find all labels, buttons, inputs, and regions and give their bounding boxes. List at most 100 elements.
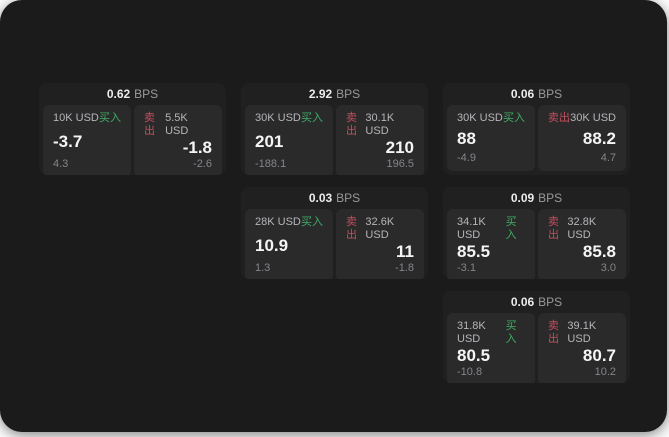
quote-card: 2.92 BPS 30K USD 买入 201 -188.1 卖出 30.1K … xyxy=(241,83,428,175)
card-header: 0.09 BPS xyxy=(443,187,630,209)
card-header: 2.92 BPS xyxy=(241,83,428,105)
sell-price: 85.8 xyxy=(582,242,616,261)
sell-price: 80.7 xyxy=(582,346,616,365)
sell-tile-header: 卖出 32.6K USD xyxy=(346,216,414,242)
sell-tile-header: 卖出 5.5K USD xyxy=(144,112,212,138)
sell-delta: -1.8 xyxy=(395,262,414,274)
quote-panels: 30K USD 买入 201 -188.1 卖出 30.1K USD 210 1… xyxy=(241,105,428,175)
quote-panels: 30K USD 买入 88 -4.9 卖出 30K USD 88.2 4.7 xyxy=(443,105,630,175)
buy-amount: 10K USD xyxy=(53,112,99,124)
buy-amount: 30K USD xyxy=(457,112,503,124)
buy-price: 85.5 xyxy=(457,242,491,261)
buy-tile-header: 30K USD 买入 xyxy=(457,112,525,125)
sell-price: 88.2 xyxy=(582,128,616,148)
sell-tile-header: 卖出 30K USD xyxy=(548,112,616,125)
buy-amount: 31.8K USD xyxy=(457,320,486,345)
sell-amount: 32.8K USD xyxy=(567,216,597,241)
sell-amount: 30.1K USD xyxy=(365,112,395,137)
buy-amount: 34.1K USD xyxy=(457,216,486,241)
buy-side-label: 买入 xyxy=(503,112,525,124)
bps-unit-label: BPS xyxy=(538,191,563,205)
bps-unit-label: BPS xyxy=(134,87,159,101)
sell-quote-tile[interactable]: 卖出 39.1K USD 80.7 10.2 xyxy=(538,313,626,383)
sell-quote-tile[interactable]: 卖出 30.1K USD 210 196.5 xyxy=(336,105,424,175)
sell-amount: 32.6K USD xyxy=(365,216,395,241)
buy-delta: 1.3 xyxy=(255,262,271,274)
sell-quote-tile[interactable]: 卖出 32.8K USD 85.8 3.0 xyxy=(538,209,626,279)
buy-amount: 30K USD xyxy=(255,112,301,124)
buy-quote-tile[interactable]: 30K USD 买入 88 -4.9 xyxy=(447,105,535,171)
buy-tile-header: 30K USD 买入 xyxy=(255,112,323,125)
sell-side-label: 卖出 xyxy=(548,112,570,124)
buy-price: 201 xyxy=(255,131,284,151)
buy-price: 88 xyxy=(457,128,476,148)
buy-quote-tile[interactable]: 28K USD 买入 10.9 1.3 xyxy=(245,209,333,279)
sell-quote-tile[interactable]: 卖出 30K USD 88.2 4.7 xyxy=(538,105,626,171)
buy-amount: 28K USD xyxy=(255,216,301,228)
bps-spread-value: 0.06 xyxy=(510,87,535,101)
card-header: 0.06 BPS xyxy=(443,291,630,313)
card-header: 0.62 BPS xyxy=(39,83,226,105)
quote-card: 0.03 BPS 28K USD 买入 10.9 1.3 卖出 32.6K US… xyxy=(241,187,428,279)
sell-delta: 196.5 xyxy=(386,158,414,170)
buy-delta: 4.3 xyxy=(53,158,69,170)
bps-spread-value: 0.03 xyxy=(308,191,333,205)
quote-card: 0.09 BPS 34.1K USD 买入 85.5 -3.1 卖出 32.8K… xyxy=(443,187,630,279)
buy-tile-header: 28K USD 买入 xyxy=(255,216,323,229)
quote-grid: 0.62 BPS 10K USD 买入 -3.7 4.3 卖出 5.5K USD… xyxy=(39,83,630,383)
sell-side-label: 卖出 xyxy=(144,112,155,137)
sell-quote-tile[interactable]: 卖出 32.6K USD 11 -1.8 xyxy=(336,209,424,279)
sell-amount: 39.1K USD xyxy=(567,320,597,345)
bps-unit-label: BPS xyxy=(336,87,361,101)
sell-quote-tile[interactable]: 卖出 5.5K USD -1.8 -2.6 xyxy=(134,105,222,175)
buy-quote-tile[interactable]: 34.1K USD 买入 85.5 -3.1 xyxy=(447,209,535,279)
sell-amount: 5.5K USD xyxy=(165,112,189,137)
sell-side-label: 卖出 xyxy=(548,320,559,345)
sell-tile-header: 卖出 32.8K USD xyxy=(548,216,616,242)
buy-side-label: 买入 xyxy=(505,320,517,345)
quote-panels: 31.8K USD 买入 80.5 -10.8 卖出 39.1K USD 80.… xyxy=(443,313,630,383)
sell-side-label: 卖出 xyxy=(548,216,559,241)
quote-panels: 34.1K USD 买入 85.5 -3.1 卖出 32.8K USD 85.8… xyxy=(443,209,630,279)
card-header: 0.03 BPS xyxy=(241,187,428,209)
buy-tile-header: 31.8K USD 买入 xyxy=(457,320,525,346)
card-header: 0.06 BPS xyxy=(443,83,630,105)
sell-side-label: 卖出 xyxy=(346,216,357,241)
quote-card: 0.62 BPS 10K USD 买入 -3.7 4.3 卖出 5.5K USD… xyxy=(39,83,226,175)
bps-unit-label: BPS xyxy=(336,191,361,205)
sell-tile-header: 卖出 30.1K USD xyxy=(346,112,414,138)
buy-delta: -3.1 xyxy=(457,262,476,274)
quote-card: 0.06 BPS 30K USD 买入 88 -4.9 卖出 30K USD 8… xyxy=(443,83,630,175)
buy-tile-header: 10K USD 买入 xyxy=(53,112,121,125)
buy-quote-tile[interactable]: 10K USD 买入 -3.7 4.3 xyxy=(43,105,131,175)
sell-amount: 30K USD xyxy=(570,112,616,124)
quote-panels: 10K USD 买入 -3.7 4.3 卖出 5.5K USD -1.8 -2.… xyxy=(39,105,226,175)
sell-delta: 4.7 xyxy=(600,152,616,164)
sell-price: -1.8 xyxy=(182,138,212,157)
bps-spread-value: 0.06 xyxy=(510,295,535,309)
buy-quote-tile[interactable]: 30K USD 买入 201 -188.1 xyxy=(245,105,333,175)
sell-price: 11 xyxy=(396,242,414,261)
buy-side-label: 买入 xyxy=(99,112,121,124)
buy-price: 10.9 xyxy=(255,235,289,255)
sell-side-label: 卖出 xyxy=(346,112,357,137)
sell-tile-header: 卖出 39.1K USD xyxy=(548,320,616,346)
buy-delta: -4.9 xyxy=(457,152,476,164)
buy-price: 80.5 xyxy=(457,346,491,365)
buy-side-label: 买入 xyxy=(301,216,323,228)
bps-spread-value: 0.09 xyxy=(510,191,535,205)
sell-delta: 3.0 xyxy=(600,262,616,274)
buy-quote-tile[interactable]: 31.8K USD 买入 80.5 -10.8 xyxy=(447,313,535,383)
bps-unit-label: BPS xyxy=(538,87,563,101)
buy-tile-header: 34.1K USD 买入 xyxy=(457,216,525,242)
buy-side-label: 买入 xyxy=(301,112,323,124)
buy-side-label: 买入 xyxy=(505,216,517,241)
bps-spread-value: 2.92 xyxy=(308,87,333,101)
buy-price: -3.7 xyxy=(53,131,83,151)
sell-delta: 10.2 xyxy=(594,366,616,378)
sell-delta: -2.6 xyxy=(193,158,212,170)
quote-panels: 28K USD 买入 10.9 1.3 卖出 32.6K USD 11 -1.8 xyxy=(241,209,428,279)
sell-price: 210 xyxy=(385,138,414,157)
quote-card: 0.06 BPS 31.8K USD 买入 80.5 -10.8 卖出 39.1… xyxy=(443,291,630,383)
